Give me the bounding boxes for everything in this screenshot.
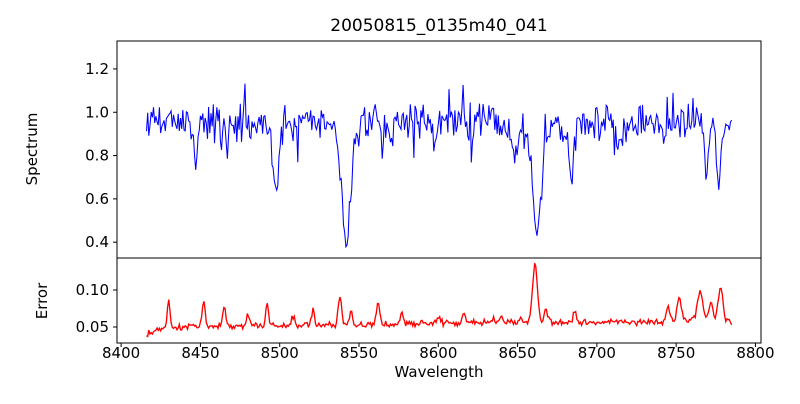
spectrum-y-tick-label: 0.6 [85, 190, 109, 208]
spectrum-y-tick-label: 0.8 [85, 147, 109, 165]
x-tick-label: 8450 [181, 344, 219, 362]
error-y-tick-label: 0.05 [76, 318, 109, 336]
error-line [146, 263, 733, 338]
spectrum-y-axis-label: Spectrum [23, 113, 41, 186]
x-tick-label: 8400 [102, 344, 140, 362]
spectrum-y-tick-label: 1.0 [85, 103, 109, 121]
spectrum-panel-border [116, 40, 762, 259]
error-y-tick-label: 0.10 [76, 281, 109, 299]
axis-ticks: 8400 8450 8500 8550 8600 8650 8700 8750 8800 0.4 0… [76, 60, 775, 362]
spectrum-y-tick-label: 0.4 [85, 233, 109, 251]
x-tick-label: 8550 [340, 344, 378, 362]
x-axis-label: Wavelength [395, 363, 484, 381]
x-tick-label: 8600 [419, 344, 457, 362]
spectrum-y-tick-label: 1.2 [85, 60, 109, 78]
x-tick-label: 8650 [498, 344, 536, 362]
x-tick-label: 8750 [657, 344, 695, 362]
plot-title: 20050815_0135m40_041 [330, 16, 547, 36]
spectrum-line [145, 83, 733, 249]
x-tick-label: 8800 [736, 344, 774, 362]
x-tick-label: 8500 [261, 344, 299, 362]
x-tick-label: 8700 [578, 344, 616, 362]
error-panel-border [116, 257, 762, 344]
error-y-axis-label: Error [33, 282, 51, 319]
